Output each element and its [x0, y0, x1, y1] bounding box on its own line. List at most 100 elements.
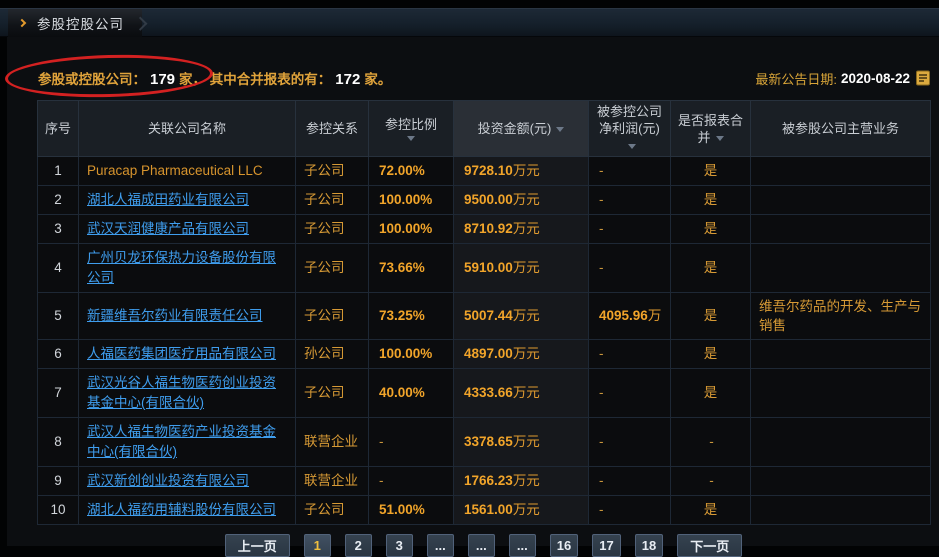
company-name-cell: Puracap Pharmaceutical LLC — [78, 156, 296, 186]
col-header-6[interactable]: 被参控公司净利润(元) — [588, 100, 671, 157]
summary-unit-2: 家。 — [364, 72, 392, 87]
ratio-cell: 73.25% — [368, 292, 454, 340]
ratio-cell: 100.00% — [368, 214, 454, 244]
summary-bar: 参股或控股公司： 179 家， 其中合并报表的有： 172 家。 最新公告日期: 202… — [7, 37, 939, 88]
company-link[interactable]: 湖北人福成田药业有限公司 — [87, 192, 249, 207]
col-header-4[interactable]: 参控比例 — [368, 100, 454, 157]
amount-value: 5007.44 — [464, 308, 513, 323]
total-count: 179 — [150, 71, 176, 88]
ratio-cell: 51.00% — [368, 495, 454, 525]
profit-value: 4095.96 — [599, 308, 648, 323]
profit-cell: - — [588, 156, 671, 186]
col-header-label: 被参股公司主营业务 — [781, 121, 899, 136]
company-link[interactable]: 武汉天润健康产品有限公司 — [87, 221, 249, 236]
calendar-note-icon[interactable] — [916, 70, 930, 86]
merged-cell: 是 — [670, 214, 751, 244]
company-name-cell: 湖北人福药用辅料股份有限公司 — [78, 495, 296, 525]
amount-value: 1766.23 — [464, 473, 513, 488]
table-row: 8 武汉人福生物医药产业投资基金中心(有限合伙) 联营企业 -3378.65万元 - - — [37, 417, 931, 467]
ratio-cell: 73.66% — [368, 243, 454, 293]
table-row: 9 武汉新创创业投资有限公司 联营企业 -1766.23万元 - - — [37, 466, 931, 496]
amount-unit: 万元 — [512, 221, 540, 236]
amount-cell: 5007.44万元 — [453, 292, 589, 340]
sort-arrow-icon[interactable] — [715, 135, 724, 141]
merged-cell: 是 — [670, 292, 751, 340]
col-header-label: 关联公司名称 — [147, 121, 226, 136]
relation-cell: 子公司 — [295, 243, 369, 293]
merged-cell: 是 — [670, 368, 751, 418]
col-header-label: 被参控公司净利润(元) — [596, 104, 662, 136]
company-name-cell: 武汉天润健康产品有限公司 — [78, 214, 296, 244]
amount-value: 3378.65 — [464, 434, 513, 449]
company-link[interactable]: 新疆维吾尔药业有限责任公司 — [87, 308, 263, 323]
sort-arrow-icon[interactable] — [407, 136, 415, 141]
table-row: 2 湖北人福成田药业有限公司 子公司 100.00% 9500.00万元 - 是 — [37, 185, 931, 215]
profit-cell: - — [588, 466, 671, 496]
amount-cell: 8710.92万元 — [453, 214, 589, 244]
ratio-cell: 100.00% — [368, 185, 454, 215]
col-header-label: 投资金额(元) — [477, 121, 552, 136]
summary-label-1: 参股或控股公司： — [38, 72, 146, 87]
amount-value: 9728.10 — [464, 163, 513, 178]
company-link[interactable]: 广州贝龙环保热力设备股份有限公司 — [87, 250, 276, 285]
col-header-label: 参控关系 — [305, 121, 358, 136]
col-header-5[interactable]: 投资金额(元) — [453, 100, 589, 157]
company-name-cell: 人福医药集团医疗用品有限公司 — [78, 339, 296, 369]
col-header-1: 序号 — [37, 100, 79, 157]
table-row: 1 Puracap Pharmaceutical LLC 子公司 72.00% 9728… — [37, 156, 931, 186]
company-name-cell: 广州贝龙环保热力设备股份有限公司 — [78, 243, 296, 293]
row-index-cell: 10 — [37, 495, 79, 525]
company-name-cell: 武汉人福生物医药产业投资基金中心(有限合伙) — [78, 417, 296, 467]
announcement-date-block: 最新公告日期: 2020-08-22 — [755, 69, 930, 88]
profit-cell: - — [588, 495, 671, 525]
tab-invested-companies[interactable]: 参股控股公司 — [8, 9, 142, 37]
amount-unit: 万元 — [512, 434, 540, 449]
amount-value: 4897.00 — [464, 346, 513, 361]
table-row: 6 人福医药集团医疗用品有限公司 孙公司 100.00% 4897.00万元 - 是 — [37, 339, 931, 369]
announcement-date: 2020-08-22 — [840, 70, 910, 86]
merged-cell: - — [670, 466, 751, 496]
sort-arrow-icon[interactable] — [556, 127, 565, 133]
company-name-cell: 湖北人福成田药业有限公司 — [78, 185, 296, 215]
business-cell — [750, 243, 931, 293]
top-tab-bar: 参股控股公司 — [0, 8, 939, 37]
company-count-summary: 参股或控股公司： 179 家， 其中合并报表的有： 172 家。 — [38, 68, 391, 88]
amount-cell: 4897.00万元 — [453, 339, 589, 369]
sort-arrow-icon[interactable] — [628, 144, 636, 150]
business-cell — [750, 185, 931, 215]
company-link[interactable]: 人福医药集团医疗用品有限公司 — [87, 346, 276, 361]
company-link[interactable]: 武汉人福生物医药产业投资基金中心(有限合伙) — [87, 424, 276, 459]
announcement-date-label: 最新公告日期: — [755, 71, 837, 87]
amount-value: 5910.00 — [464, 260, 513, 275]
tab-title: 参股控股公司 — [37, 17, 124, 32]
amount-cell: 4333.66万元 — [453, 368, 589, 418]
col-header-8: 被参股公司主营业务 — [750, 100, 931, 157]
relation-cell: 子公司 — [295, 156, 369, 186]
merged-cell: 是 — [670, 156, 751, 186]
col-header-7[interactable]: 是否报表合并 — [670, 100, 751, 157]
company-name-cell: 新疆维吾尔药业有限责任公司 — [78, 292, 296, 340]
ratio-cell: 40.00% — [368, 368, 454, 418]
company-link[interactable]: 湖北人福药用辅料股份有限公司 — [87, 502, 276, 517]
row-index-cell: 4 — [37, 243, 79, 293]
amount-value: 4333.66 — [464, 385, 513, 400]
relation-cell: 子公司 — [295, 185, 369, 215]
content-panel: 参股或控股公司： 179 家， 其中合并报表的有： 172 家。 最新公告日期: 202… — [7, 37, 939, 557]
profit-cell: - — [588, 417, 671, 467]
company-link[interactable]: 武汉新创创业投资有限公司 — [87, 473, 249, 488]
col-header-label: 序号 — [44, 121, 71, 136]
business-cell: 维吾尔药品的开发、生产与销售 — [750, 292, 931, 340]
merged-cell: 是 — [670, 243, 751, 293]
amount-unit: 万元 — [512, 163, 540, 178]
amount-unit: 万元 — [512, 308, 540, 323]
summary-unit-1: 家， — [179, 72, 207, 87]
relation-cell: 子公司 — [295, 292, 369, 340]
chevron-right-icon — [17, 18, 27, 28]
company-link[interactable]: 武汉光谷人福生物医药创业投资基金中心(有限合伙) — [87, 375, 276, 410]
row-index-cell: 9 — [37, 466, 79, 496]
row-index-cell: 3 — [37, 214, 79, 244]
row-index-cell: 8 — [37, 417, 79, 467]
business-cell — [750, 214, 931, 244]
holding-companies-table: 序号 关联公司名称 参控关系 参控比例 投资金额(元) 被参控公司净利润(元) 是否报表合并… — [37, 100, 931, 525]
company-name-cell: 武汉新创创业投资有限公司 — [78, 466, 296, 496]
